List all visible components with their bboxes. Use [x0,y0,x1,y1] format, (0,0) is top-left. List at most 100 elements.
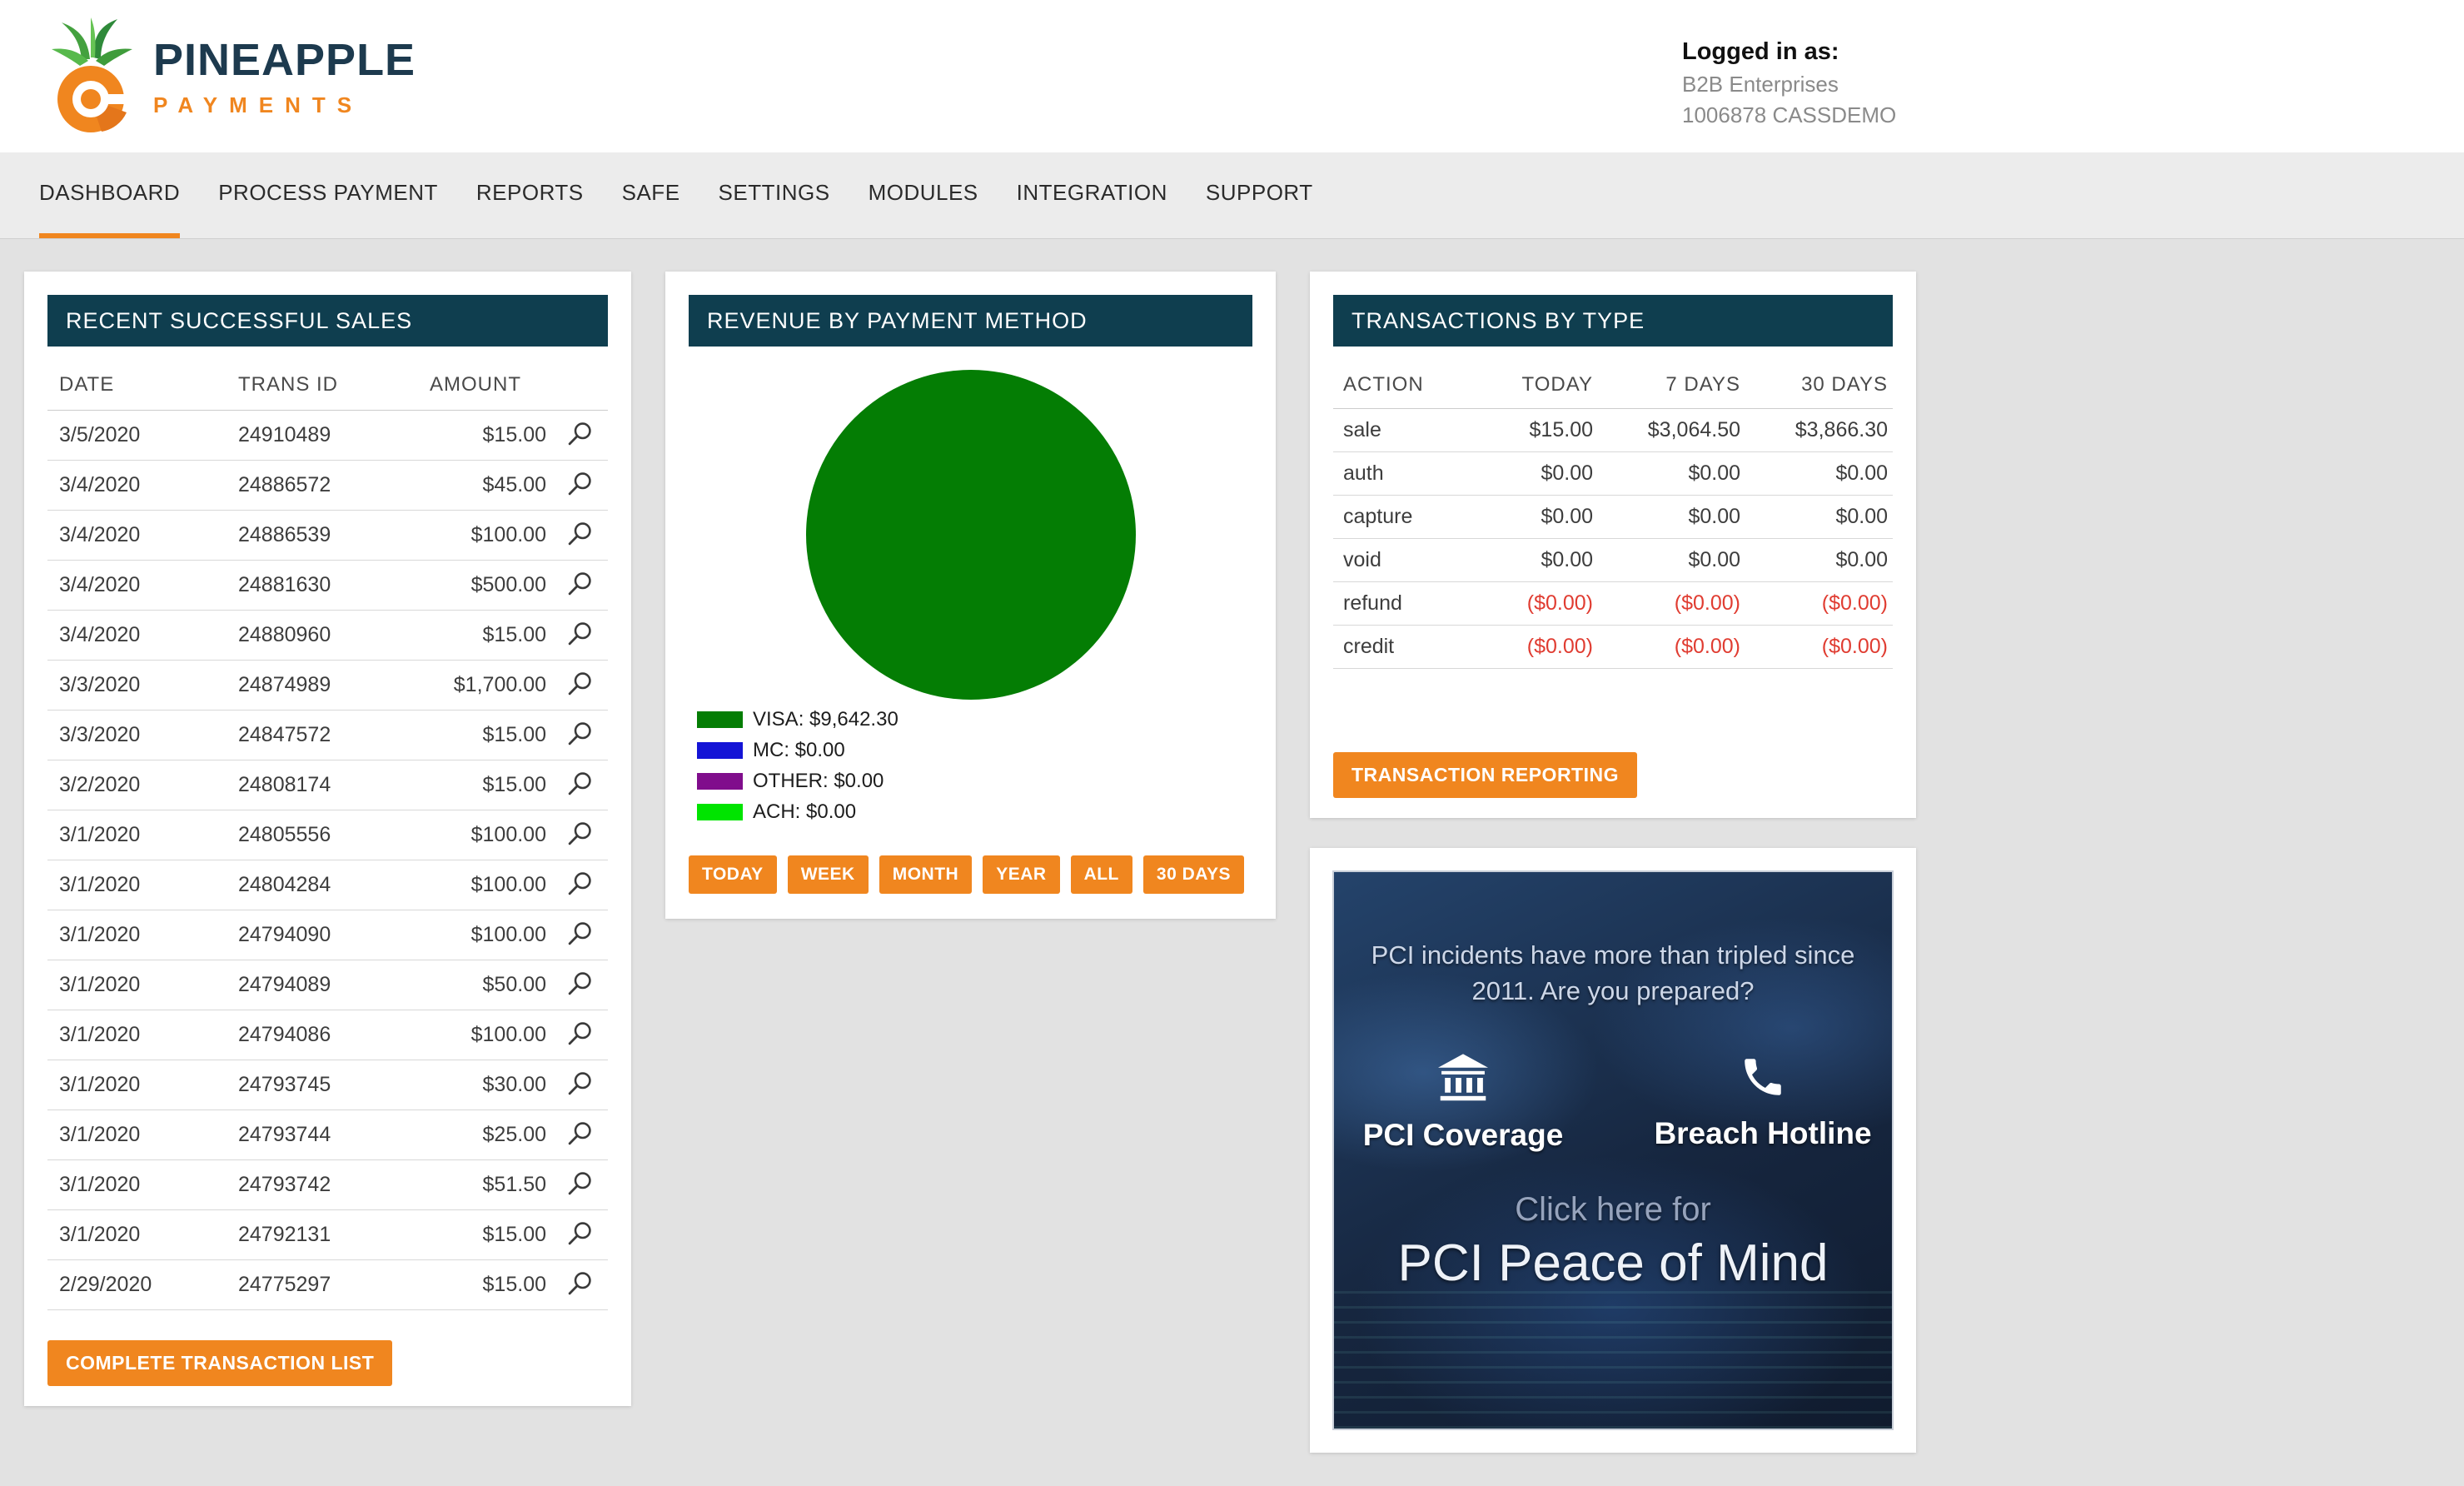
view-transaction-button[interactable] [562,716,597,751]
transactions-row: void $0.00 $0.00 $0.00 [1333,538,1893,582]
view-transaction-button[interactable] [562,516,597,551]
sales-cell-amount: $15.00 [418,410,551,461]
view-transaction-button[interactable] [562,766,597,801]
sales-cell-transid: 24794090 [226,910,418,960]
sales-cell-date: 3/4/2020 [47,560,226,611]
view-transaction-button[interactable] [562,1116,597,1151]
brand-logo[interactable]: PINEAPPLE PAYMENTS [47,16,416,137]
nav-item-safe[interactable]: SAFE [621,180,680,205]
view-transaction-button[interactable] [562,866,597,901]
sales-row: 3/4/2020 24886539 $100.00 [47,510,608,561]
magnifier-icon [568,1272,591,1295]
trans-cell-30days: $0.00 [1745,538,1893,582]
sales-row: 3/5/2020 24910489 $15.00 [47,410,608,461]
pineapple-logo-icon [52,17,135,132]
view-transaction-button[interactable] [562,916,597,951]
view-transaction-button[interactable] [562,1066,597,1101]
trans-cell-30days: ($0.00) [1745,625,1893,669]
revenue-title: REVENUE BY PAYMENT METHOD [689,295,1252,347]
transactions-card: TRANSACTIONS BY TYPE ACTION TODAY 7 DAYS… [1310,272,1916,818]
sales-cell-amount: $51.50 [418,1159,551,1210]
period-button-all[interactable]: ALL [1070,855,1132,894]
sales-row: 3/3/2020 24874989 $1,700.00 [47,660,608,711]
magnifier-icon [568,522,591,546]
sales-cell-date: 2/29/2020 [47,1259,226,1310]
period-button-year[interactable]: YEAR [983,855,1060,894]
sales-table-body: 3/5/2020 24910489 $15.00 3/4/2020 248865… [47,410,608,1310]
login-account: 1006878 CASSDEMO [1682,102,1897,128]
view-transaction-button[interactable] [562,1166,597,1201]
trans-col-action: ACTION [1333,363,1450,409]
period-button-30-days[interactable]: 30 DAYS [1142,855,1245,894]
sales-row: 3/1/2020 24794089 $50.00 [47,960,608,1010]
view-transaction-button[interactable] [562,966,597,1001]
view-transaction-button[interactable] [562,566,597,601]
sales-cell-date: 3/3/2020 [47,710,226,760]
app-header: PINEAPPLE PAYMENTS Logged in as: B2B Ent… [0,0,2464,152]
trans-cell-7days: ($0.00) [1598,625,1745,669]
view-transaction-button[interactable] [562,1266,597,1301]
magnifier-icon [568,922,591,945]
trans-cell-30days: ($0.00) [1745,581,1893,626]
nav-item-dashboard[interactable]: DASHBOARD [39,152,181,238]
sales-col-date: DATE [47,362,226,411]
sales-cell-transid: 24881630 [226,560,418,611]
period-button-month[interactable]: MONTH [879,855,973,894]
main-nav: DASHBOARD PROCESS PAYMENT REPORTS SAFE SETTI… [0,152,2464,239]
period-button-week[interactable]: WEEK [787,855,869,894]
view-transaction-button[interactable] [562,616,597,651]
nav-item-reports[interactable]: REPORTS [475,180,584,205]
brand-name: PINEAPPLE [153,35,416,85]
legend-swatch [697,804,743,820]
sales-row: 3/4/2020 24886572 $45.00 [47,460,608,511]
pci-peace-of-mind-banner[interactable]: PCI incidents have more than tripled sin… [1332,870,1894,1430]
brand-wordmark: PINEAPPLE PAYMENTS [153,34,416,118]
trans-cell-30days: $0.00 [1745,451,1893,496]
view-transaction-button[interactable] [562,416,597,451]
login-label: Logged in as: [1682,38,1839,65]
login-company: B2B Enterprises [1682,72,1839,97]
legend-swatch [697,742,743,759]
legend-label: MC: $0.00 [753,739,845,761]
trans-cell-action: refund [1333,581,1450,626]
nav-item-settings[interactable]: SETTINGS [718,180,830,205]
legend-label: VISA: $9,642.30 [753,708,898,731]
pci-click-text: Click here for [1515,1190,1711,1228]
breach-hotline-label: Breach Hotline [1654,1115,1872,1150]
trans-cell-action: void [1333,538,1450,582]
sales-cell-transid: 24793742 [226,1159,418,1210]
view-transaction-button[interactable] [562,1216,597,1251]
magnifier-icon [568,622,591,646]
magnifier-icon [568,572,591,596]
view-transaction-button[interactable] [562,816,597,851]
nav-item-process-payment[interactable]: PROCESS PAYMENT [218,180,438,205]
sales-col-amount: AMOUNT [418,362,551,411]
pci-coverage-label: PCI Coverage [1362,1117,1564,1152]
sales-cell-transid: 24910489 [226,410,418,461]
sales-col-actions [551,362,608,411]
view-transaction-button[interactable] [562,666,597,701]
magnifier-icon [568,872,591,895]
transactions-row: capture $0.00 $0.00 $0.00 [1333,495,1893,539]
view-transaction-button[interactable] [562,466,597,501]
pci-headline: PCI incidents have more than tripled sin… [1371,940,1855,1006]
sales-cell-amount: $15.00 [418,710,551,760]
view-transaction-button[interactable] [562,1016,597,1051]
period-buttons: TODAY WEEK MONTH YEAR ALL 30 DAYS [689,855,1252,894]
sales-row: 3/1/2020 24794090 $100.00 [47,910,608,960]
sales-row: 3/3/2020 24847572 $15.00 [47,710,608,760]
complete-transaction-list-button[interactable]: COMPLETE TRANSACTION LIST [47,1340,393,1386]
sales-row: 3/1/2020 24793744 $25.00 [47,1110,608,1160]
sales-cell-date: 3/4/2020 [47,460,226,511]
transaction-reporting-button[interactable]: TRANSACTION REPORTING [1333,752,1637,798]
nav-item-integration[interactable]: INTEGRATION [1016,180,1167,205]
trans-cell-action: sale [1333,408,1450,452]
sales-header-row: DATE TRANS ID AMOUNT [47,362,608,411]
nav-item-modules[interactable]: MODULES [868,180,978,205]
period-button-today[interactable]: TODAY [689,855,777,894]
nav-item-support[interactable]: SUPPORT [1205,180,1313,205]
sales-cell-date: 3/1/2020 [47,1159,226,1210]
sales-cell-date: 3/1/2020 [47,810,226,860]
magnifier-icon [568,1122,591,1145]
sales-cell-date: 3/3/2020 [47,660,226,711]
